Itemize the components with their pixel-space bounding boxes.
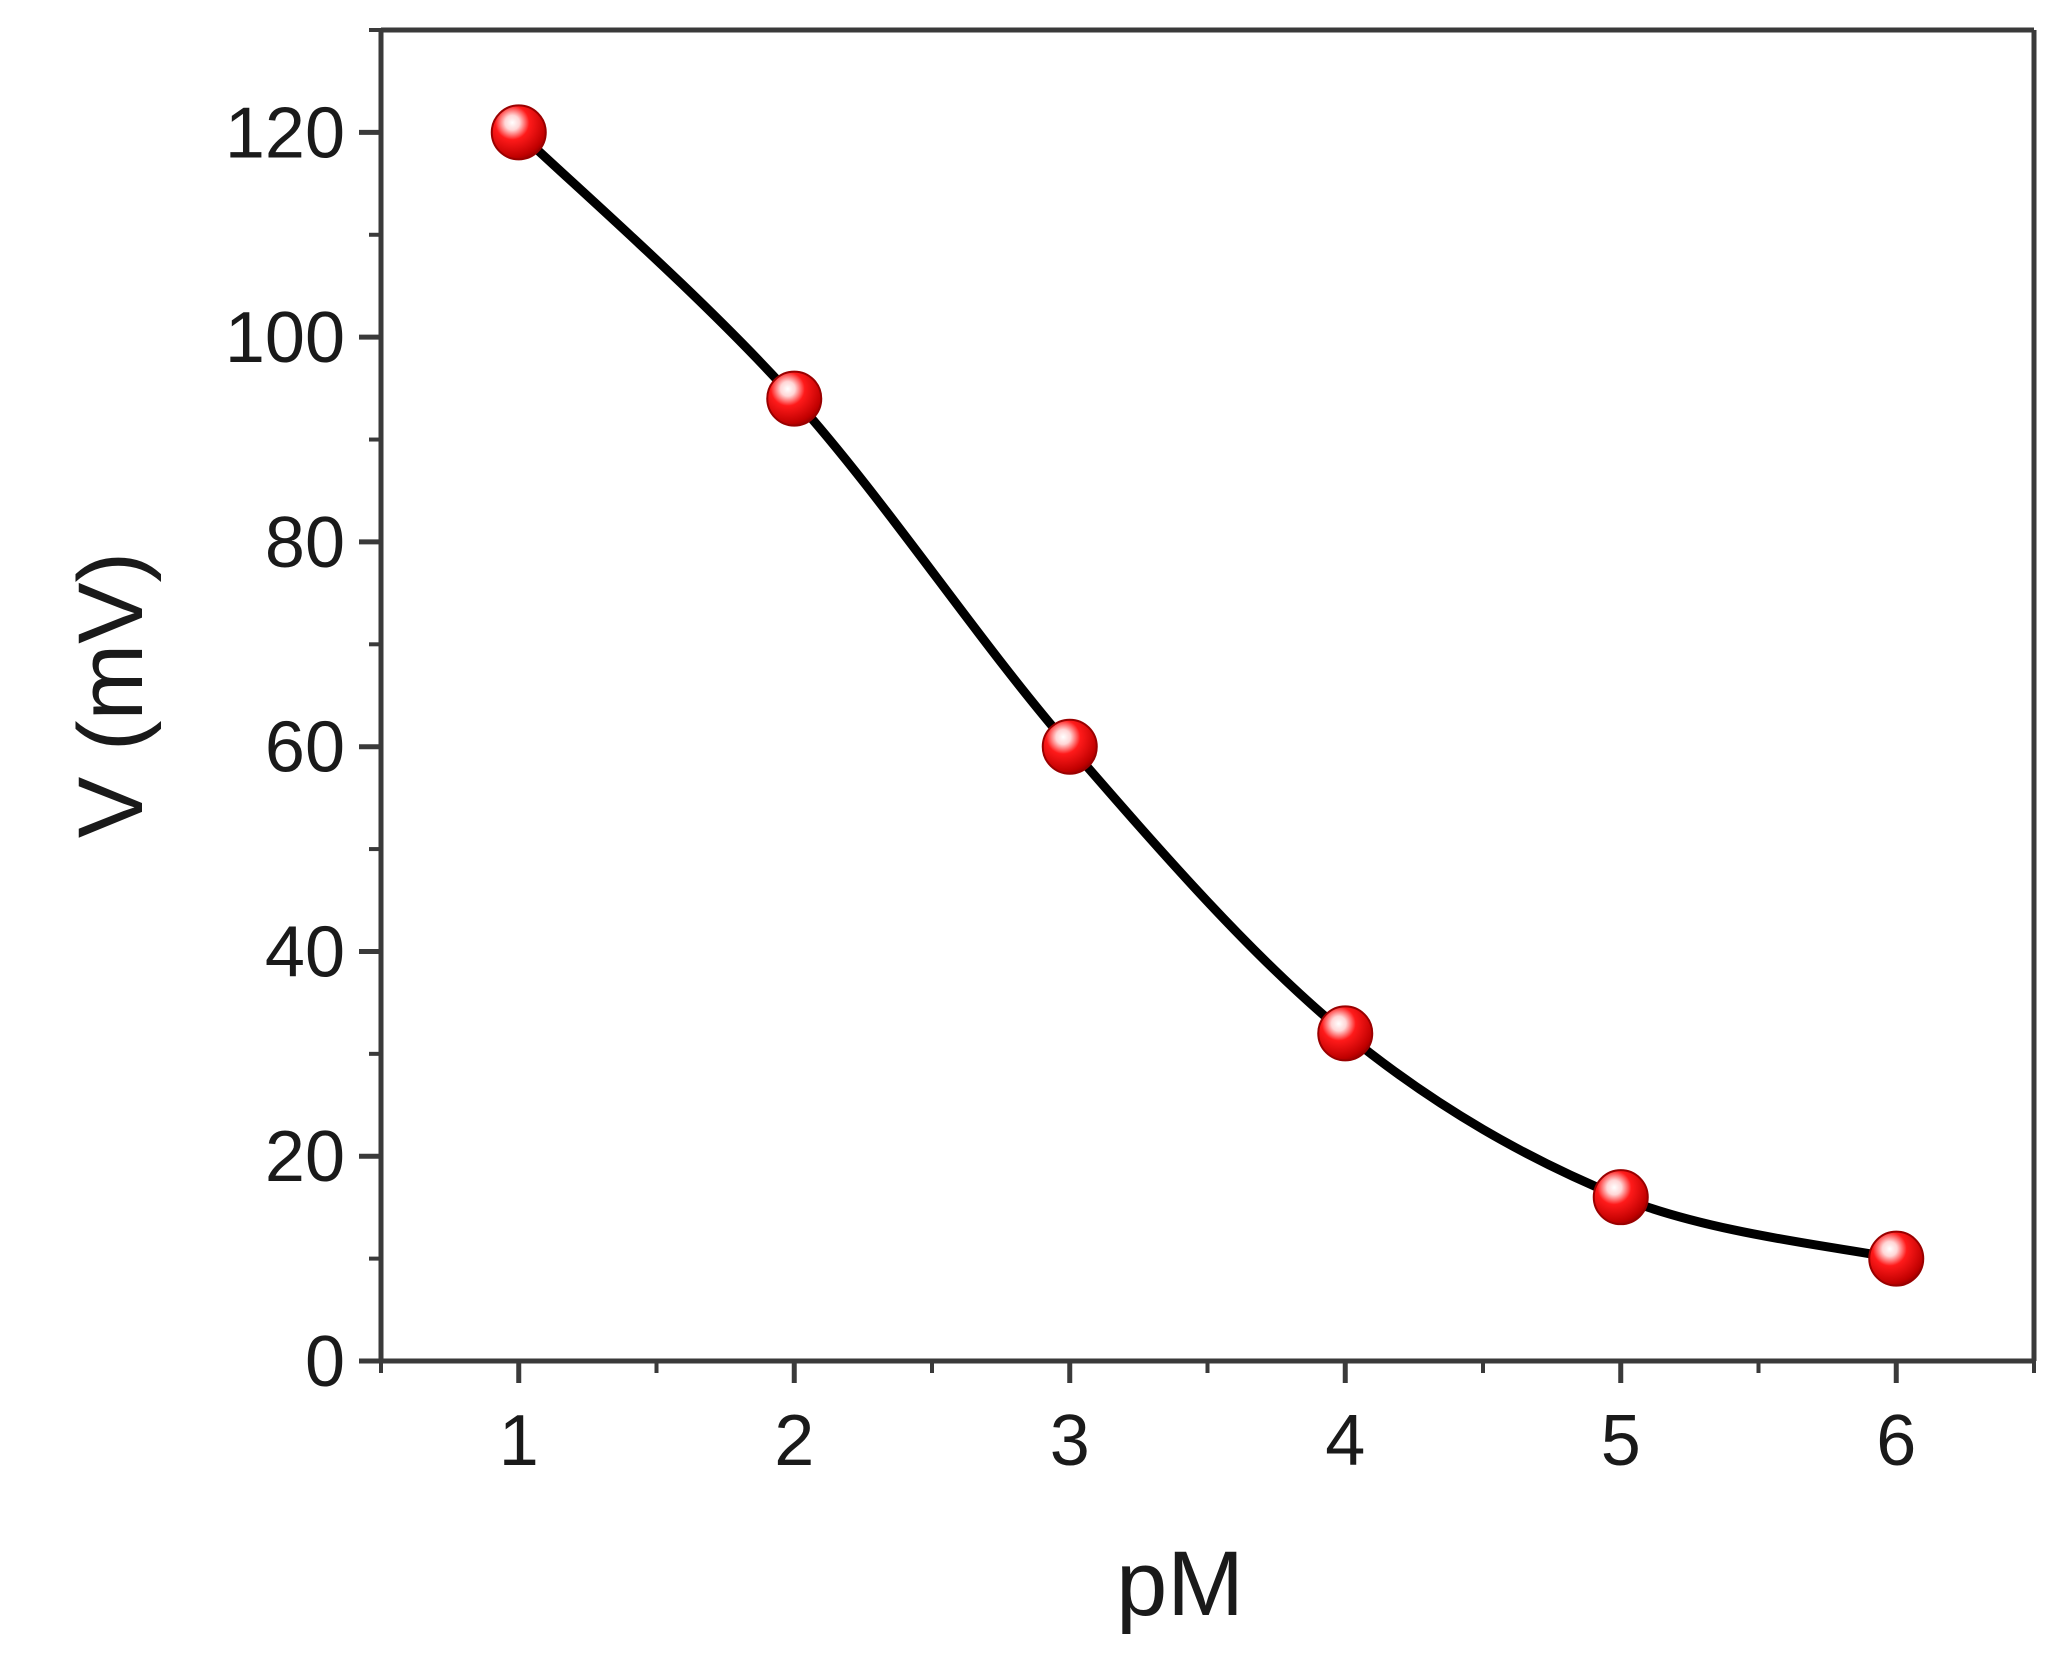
series-markers: [490, 104, 1925, 1287]
y-tick-label: 40: [265, 912, 345, 992]
data-point: [1592, 1169, 1649, 1226]
data-point: [1868, 1230, 1925, 1287]
y-tick-label: 80: [265, 503, 345, 583]
x-tick-label: 2: [774, 1401, 814, 1481]
x-tick-label: 5: [1601, 1401, 1641, 1481]
x-tick-label: 3: [1050, 1401, 1090, 1481]
x-tick-label: 4: [1325, 1401, 1365, 1481]
data-point: [1041, 718, 1098, 775]
x-tick-label: 1: [499, 1401, 539, 1481]
y-tick-label: 20: [265, 1117, 345, 1197]
y-tick-label: 0: [305, 1322, 345, 1402]
x-axis: 1 2 3 4 5 6: [379, 1361, 2036, 1481]
y-tick-label: 120: [225, 93, 345, 173]
y-tick-label: 60: [265, 708, 345, 788]
data-point: [490, 104, 547, 161]
x-tick-label: 6: [1876, 1401, 1916, 1481]
series-line: [514, 127, 1901, 1264]
y-tick-label: 100: [225, 298, 345, 378]
y-axis-title: V (mV): [60, 552, 162, 838]
data-point: [1317, 1005, 1374, 1062]
y-axis: 0 20 40 60 80 100 120: [225, 28, 381, 1402]
x-axis-title: pM: [1116, 1533, 1244, 1635]
data-point: [766, 370, 823, 427]
